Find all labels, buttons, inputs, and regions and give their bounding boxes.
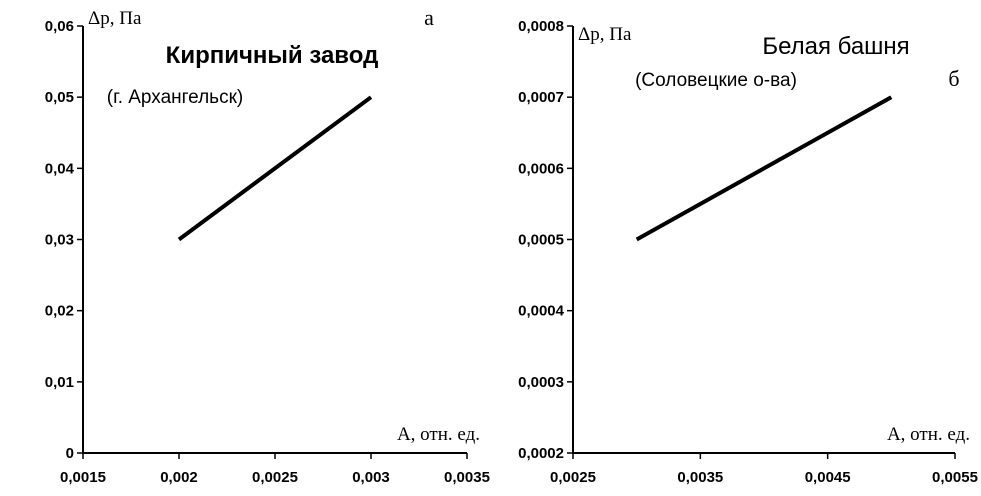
chart2-title: Белая башня [762,33,909,60]
chart1-x-tick-label: 0,0035 [444,469,490,486]
chart2-y-tick-label: 0,0002 [518,445,564,462]
chart1-x-tick-label: 0,0015 [60,469,106,486]
chart2-y-tick-label: 0,0005 [518,232,564,249]
chart1-y-tick-label: 0 [66,445,74,462]
chart1-y-axis-label: Δp, Па [88,8,142,29]
chart2-x-axis-label: A, отн. ед. [887,424,970,445]
chart2-y-tick-label: 0,0007 [518,89,564,106]
chart1-y-tick-label: 0,01 [45,374,74,391]
chart1-panel-letter: а [424,5,434,30]
chart1-x-tick-label: 0,0025 [252,469,298,486]
chart1-x-tick-label: 0,003 [352,469,390,486]
chart1-subtitle: (г. Архангельск) [107,87,243,108]
chart2-series-line [635,95,893,242]
chart2-x-tick-label: 0,0025 [550,469,596,486]
chart2-panel-letter: б [948,66,959,91]
chart2-x-tick-label: 0,0035 [677,469,723,486]
chart1-title: Кирпичный завод [166,42,379,69]
chart2-y-tick-label: 0,0006 [518,160,564,177]
chart1-y-tick-label: 0,04 [45,160,75,177]
chart1-y-tick-label: 0,06 [45,18,74,35]
chart2-y-tick-label: 0,0003 [518,374,564,391]
chart1-y-tick-label: 0,02 [45,303,74,320]
chart2-y-axis-label: Δp, Па [578,24,632,45]
chart1-y-tick-label: 0,03 [45,232,74,249]
chart2-x-tick-label: 0,0045 [805,469,851,486]
chart2-y-tick-label: 0,0004 [518,303,565,320]
chart2-subtitle: (Соловецкие о-ва) [635,70,797,91]
chart1-x-tick-label: 0,002 [160,469,198,486]
chart2-x-tick-label: 0,0055 [932,469,978,486]
chart2-y-tick-label: 0,0008 [518,18,564,35]
chart1-y-tick-label: 0,05 [45,89,74,106]
chart1-series-line [177,95,373,242]
chart1-x-axis-label: A, отн. ед. [397,424,480,445]
